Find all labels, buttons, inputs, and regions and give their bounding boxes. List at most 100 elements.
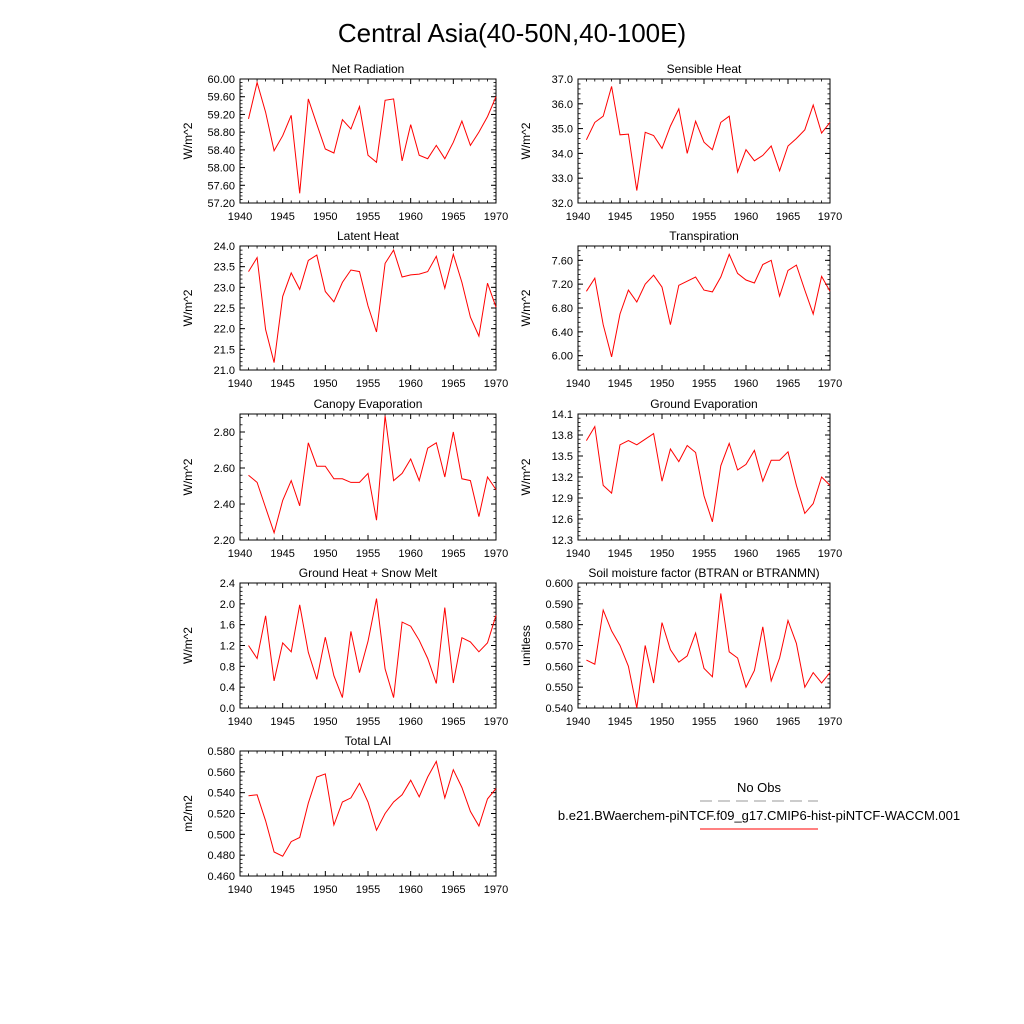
panel-title: Ground Heat + Snow Melt [299,566,438,580]
x-tick-label: 1970 [484,716,508,728]
x-tick-label: 1945 [608,211,632,223]
x-tick-label: 1940 [566,548,590,560]
y-axis-label: W/m^2 [519,458,533,495]
y-tick-label: 0.590 [545,599,573,611]
x-tick-label: 1965 [776,548,800,560]
y-tick-label: 33.0 [552,173,573,185]
x-tick-label: 1945 [270,716,294,728]
y-tick-label: 1.2 [220,641,235,653]
y-tick-label: 57.20 [207,198,235,210]
y-tick-label: 0.540 [207,788,235,800]
y-tick-label: 1.6 [220,620,235,632]
panel-title: Canopy Evaporation [314,397,423,411]
y-axis-label: W/m^2 [181,458,195,495]
y-tick-label: 21.5 [214,344,235,356]
x-tick-label: 1945 [608,378,632,390]
x-tick-label: 1945 [608,548,632,560]
y-tick-label: 6.80 [552,303,573,315]
x-tick-label: 1970 [818,548,842,560]
x-tick-label: 1970 [484,211,508,223]
y-tick-label: 12.6 [552,514,573,526]
x-tick-label: 1940 [228,548,252,560]
x-tick-label: 1965 [441,884,465,896]
series-line [585,252,831,358]
panel-title: Latent Heat [337,229,400,243]
x-tick-label: 1970 [818,716,842,728]
y-tick-label: 2.20 [214,535,235,547]
y-tick-label: 57.60 [207,180,235,192]
y-tick-label: 0.480 [207,850,235,862]
x-tick-label: 1955 [356,884,380,896]
y-tick-label: 0.570 [545,641,573,653]
x-tick-label: 1955 [692,716,716,728]
chart-panel-7: Ground Heat + Snow Melt W/m^2 1940 1945 1950… [181,566,508,728]
y-tick-label: 59.60 [207,92,235,104]
y-tick-label: 37.0 [552,74,573,86]
x-tick-label: 1940 [566,211,590,223]
y-tick-label: 0.520 [207,809,235,821]
x-tick-label: 1950 [313,211,337,223]
chart-panel-1: Net Radiation W/m^2 1940 1945 1950 1955 1960 19… [181,62,508,223]
x-tick-label: 1950 [650,548,674,560]
x-tick-label: 1960 [398,548,422,560]
x-tick-label: 1955 [356,548,380,560]
x-tick-label: 1960 [734,716,758,728]
x-tick-label: 1965 [776,716,800,728]
x-tick-label: 1960 [734,548,758,560]
y-tick-label: 0.560 [545,661,573,673]
y-tick-label: 58.00 [207,163,235,175]
x-tick-label: 1955 [692,378,716,390]
y-axis-label: W/m^2 [181,627,195,664]
x-tick-label: 1970 [484,378,508,390]
chart-panel-5: Canopy Evaporation W/m^2 1940 1945 1950 1955 1… [181,397,508,560]
x-tick-label: 1950 [313,378,337,390]
y-tick-label: 13.8 [552,430,573,442]
panel-title: Net Radiation [332,62,405,76]
y-tick-label: 58.80 [207,127,235,139]
plot-frame [239,582,497,709]
x-tick-label: 1960 [398,884,422,896]
y-tick-label: 7.60 [552,255,573,267]
y-tick-label: 6.00 [552,351,573,363]
panel-title: Soil moisture factor (BTRAN or BTRANMN) [588,566,819,580]
panel-title: Sensible Heat [667,62,742,76]
chart-panel-2: Sensible Heat W/m^2 1940 1945 1950 1955 1960 19… [519,62,842,223]
y-tick-label: 58.40 [207,145,235,157]
y-axis-label: W/m^2 [181,122,195,159]
y-tick-label: 34.0 [552,148,573,160]
series-line [248,598,497,698]
chart-panel-8: Soil moisture factor (BTRAN or BTRANMN) u… [519,566,842,728]
plot-frame [239,413,497,541]
y-tick-label: 32.0 [552,198,573,210]
y-tick-label: 2.0 [220,599,235,611]
y-tick-label: 22.5 [214,303,235,315]
y-axis-label: m2/m2 [181,795,195,832]
x-tick-label: 1955 [692,211,716,223]
x-tick-label: 1965 [776,378,800,390]
y-tick-label: 0.0 [220,703,235,715]
x-tick-label: 1965 [441,548,465,560]
panel-title: Total LAI [345,734,392,748]
y-tick-label: 0.540 [545,703,573,715]
x-tick-label: 1945 [270,884,294,896]
y-tick-label: 22.0 [214,324,235,336]
x-tick-label: 1965 [441,716,465,728]
y-tick-label: 23.0 [214,282,235,294]
x-tick-label: 1960 [734,378,758,390]
series-line [248,760,497,857]
x-tick-label: 1960 [398,716,422,728]
y-tick-label: 6.40 [552,327,573,339]
series-line [248,248,497,363]
plot-frame [239,750,497,877]
x-tick-label: 1940 [566,378,590,390]
plot-frame [577,582,831,709]
y-tick-label: 21.0 [214,365,235,377]
y-tick-label: 59.20 [207,109,235,121]
x-tick-label: 1940 [228,716,252,728]
legend-model-label: b.e21.BWaerchem-piNTCF.f09_g17.CMIP6-his… [558,808,960,823]
x-tick-label: 1950 [313,716,337,728]
x-tick-label: 1945 [270,378,294,390]
y-axis-label: W/m^2 [519,122,533,159]
x-tick-label: 1950 [650,211,674,223]
